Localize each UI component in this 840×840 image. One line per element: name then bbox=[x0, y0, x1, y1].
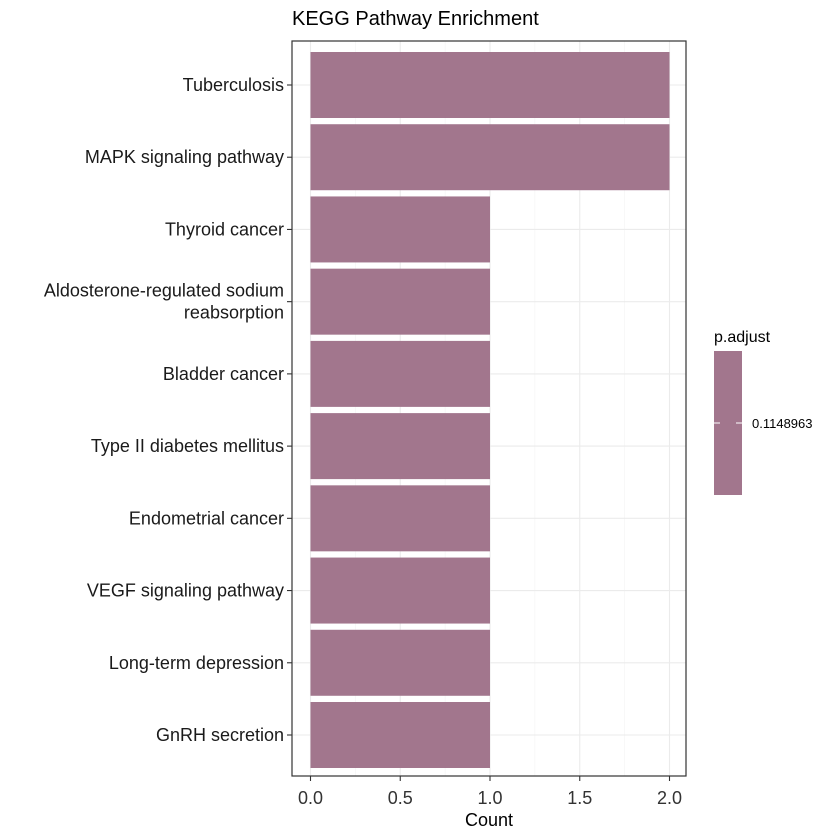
bars bbox=[310, 52, 670, 768]
bar bbox=[310, 52, 670, 118]
x-tick-label: 0.0 bbox=[298, 788, 323, 808]
y-axis: Tuberculosis MAPK signaling pathway Thyroi… bbox=[44, 75, 292, 745]
bar bbox=[310, 124, 670, 191]
y-tick-label: VEGF signaling pathway bbox=[87, 581, 284, 601]
bar bbox=[310, 340, 490, 407]
bar bbox=[310, 413, 490, 480]
bar bbox=[310, 268, 490, 335]
y-tick-label: GnRH secretion bbox=[156, 725, 284, 745]
x-axis: 0.0 0.5 1.0 1.5 2.0 bbox=[298, 776, 682, 808]
chart-title: KEGG Pathway Enrichment bbox=[292, 8, 539, 30]
x-tick-label: 0.5 bbox=[388, 788, 413, 808]
x-axis-title: Count bbox=[465, 810, 513, 830]
x-tick-label: 1.0 bbox=[477, 788, 502, 808]
x-tick-label: 2.0 bbox=[657, 788, 682, 808]
bar bbox=[310, 557, 490, 624]
y-tick-label: Thyroid cancer bbox=[165, 219, 284, 239]
y-tick-label: Type II diabetes mellitus bbox=[91, 436, 284, 456]
y-tick-label: Aldosterone-regulated sodium reabsorption bbox=[44, 281, 284, 323]
bar bbox=[310, 485, 490, 552]
y-tick-label: Bladder cancer bbox=[163, 364, 284, 384]
x-tick-label: 1.5 bbox=[567, 788, 592, 808]
bar bbox=[310, 196, 490, 263]
y-tick-label: MAPK signaling pathway bbox=[85, 147, 284, 167]
y-tick-label: Long-term depression bbox=[109, 653, 284, 673]
legend-title: p.adjust bbox=[714, 329, 771, 346]
y-tick-label: Tuberculosis bbox=[183, 75, 284, 95]
plot-panel-border bbox=[291, 40, 687, 777]
legend: p.adjust 0.1148963 bbox=[714, 329, 813, 495]
y-tick-label: Endometrial cancer bbox=[129, 508, 284, 528]
bar bbox=[310, 629, 490, 696]
legend-label: 0.1148963 bbox=[752, 416, 813, 431]
bar bbox=[310, 702, 490, 768]
